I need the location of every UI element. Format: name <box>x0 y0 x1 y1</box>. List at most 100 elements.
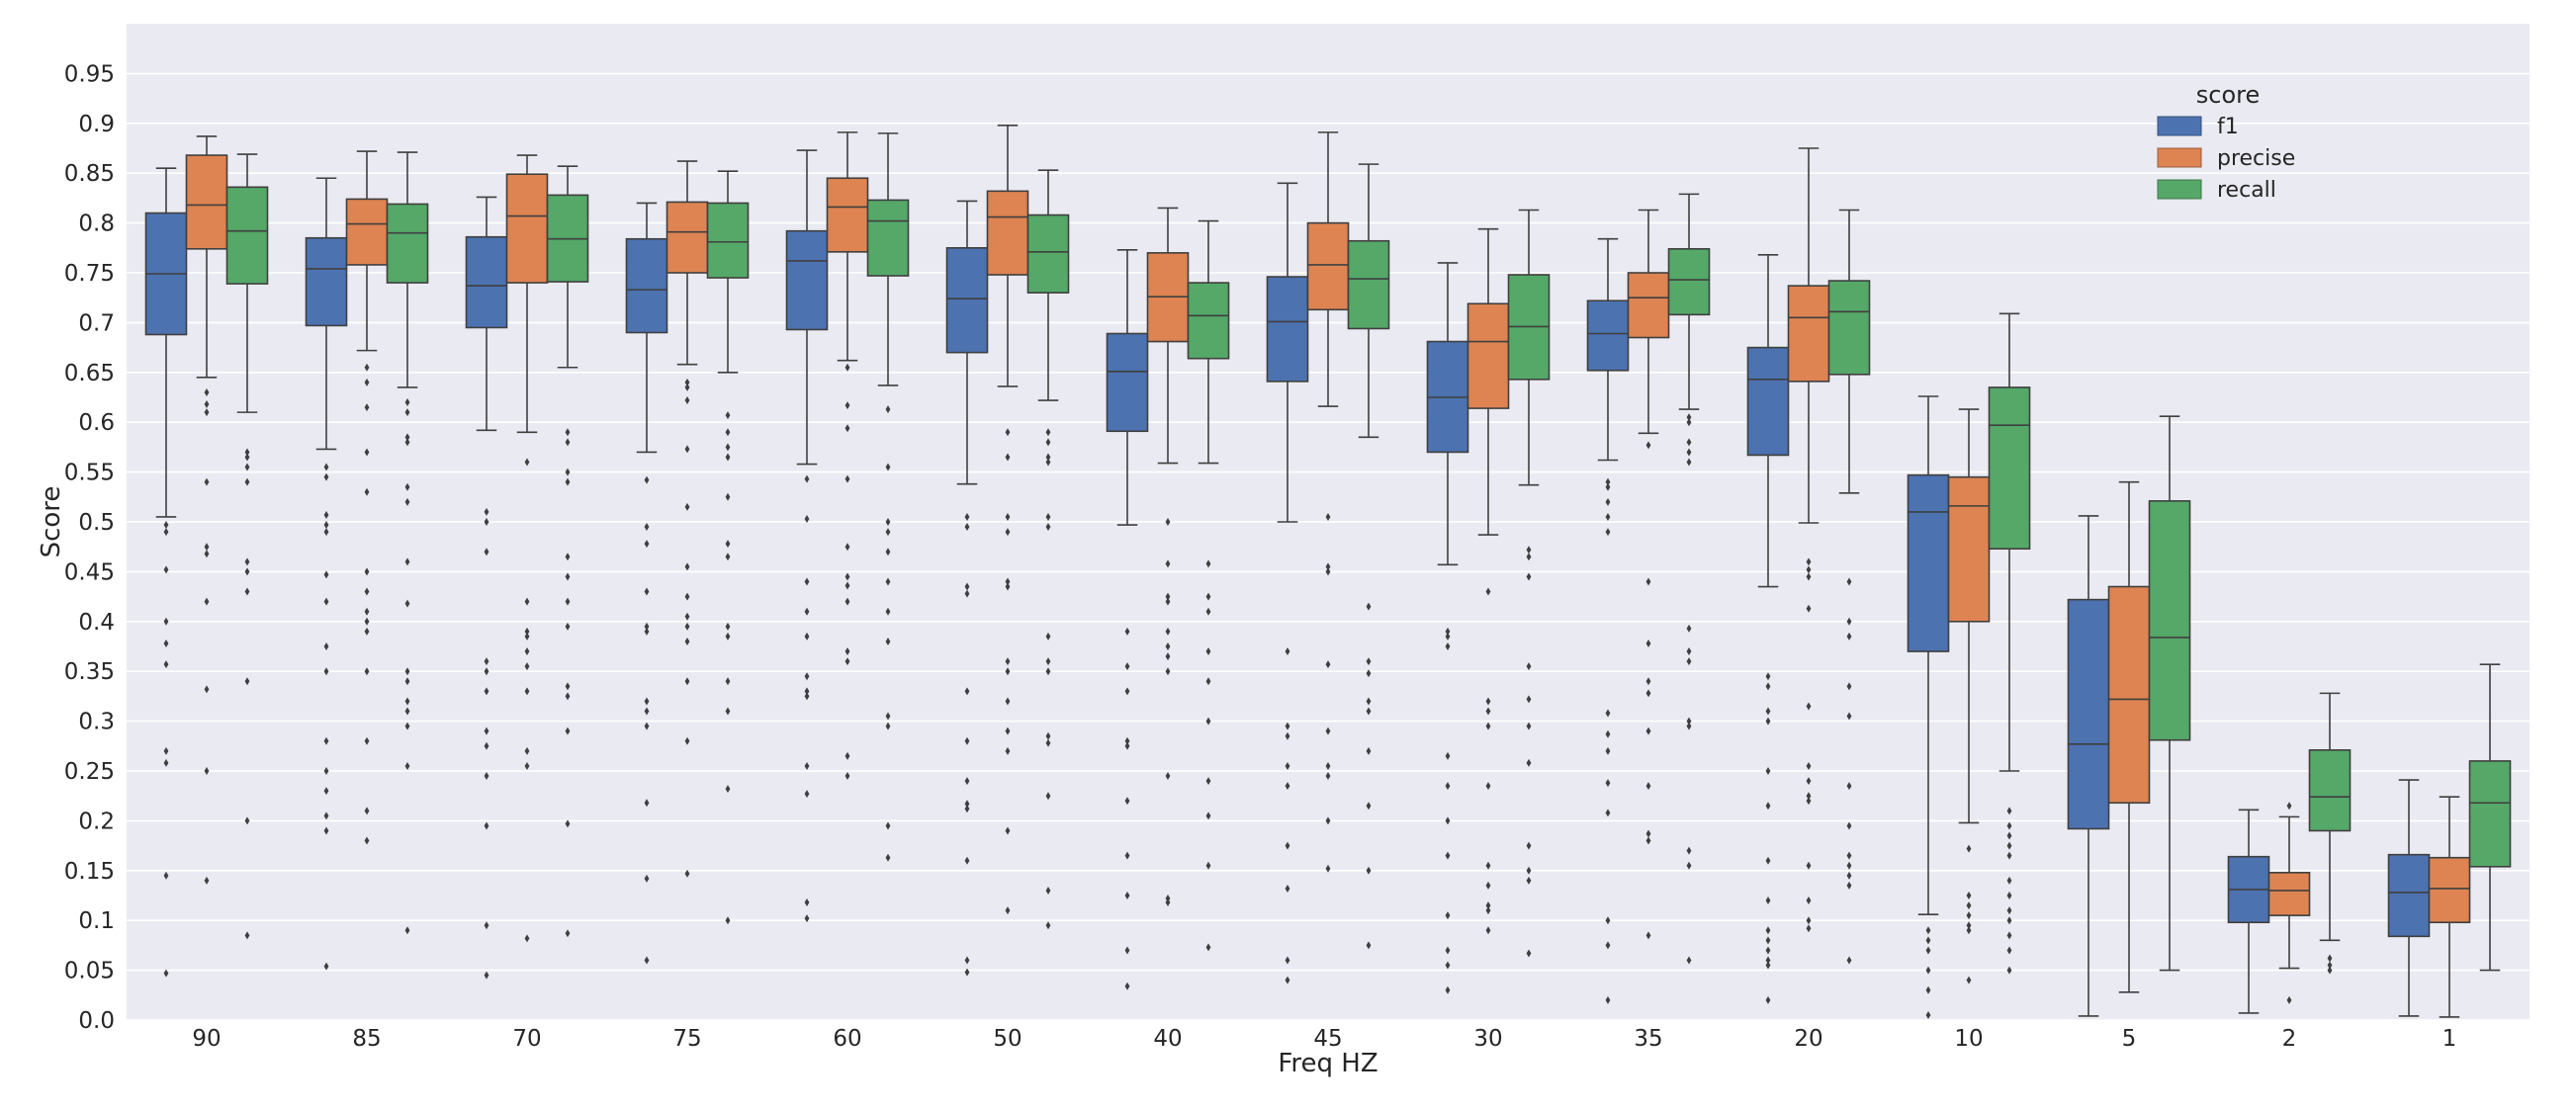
outlier-point <box>404 697 410 706</box>
x-tick-label: 2 <box>2282 1026 2297 1052</box>
outlier-point <box>323 597 329 606</box>
box-iqr <box>706 202 750 279</box>
outlier-point <box>804 632 810 641</box>
outlier-point <box>1806 792 1812 801</box>
outlier-point <box>1765 767 1771 775</box>
outlier-point <box>364 363 370 372</box>
box-iqr <box>785 229 829 331</box>
outlier-point <box>484 726 489 735</box>
outlier-point <box>885 405 891 414</box>
outlier-point <box>323 787 329 796</box>
box-f1-35 <box>1586 237 1630 1004</box>
outlier-point <box>364 567 370 576</box>
legend-swatch-recall <box>2157 179 2202 200</box>
outlier-point <box>1485 901 1491 910</box>
box-iqr <box>1787 285 1830 383</box>
outlier-point <box>524 597 530 606</box>
outlier-point <box>885 722 891 730</box>
outlier-point <box>1485 587 1491 596</box>
outlier-point <box>684 383 690 391</box>
box-precise-45 <box>1306 131 1350 873</box>
outlier-point <box>1045 667 1051 676</box>
box-iqr <box>1988 386 2031 551</box>
outlier-point <box>725 492 731 501</box>
outlier-point <box>885 548 891 556</box>
box-precise-50 <box>986 125 1029 915</box>
x-tick-label: 60 <box>833 1026 861 1052</box>
x-tick-label: 50 <box>993 1026 1022 1052</box>
outlier-point <box>725 707 731 716</box>
outlier-point <box>1686 846 1692 855</box>
outlier-point <box>364 667 370 676</box>
outlier-point <box>964 512 970 521</box>
outlier-point <box>2006 892 2012 899</box>
outlier-point <box>1925 946 1931 955</box>
outlier-point <box>2006 946 2012 955</box>
outlier-point <box>1846 861 1852 870</box>
outlier-point <box>1325 562 1331 571</box>
outlier-point <box>1765 946 1771 955</box>
outlier-point <box>1165 559 1171 568</box>
legend-swatch-precise <box>2157 147 2202 168</box>
outlier-point <box>1645 931 1651 940</box>
outlier-point <box>163 617 169 626</box>
y-tick-label: 0.95 <box>64 61 115 87</box>
outlier-point <box>565 477 571 486</box>
box-iqr <box>1266 276 1309 383</box>
outlier-point <box>484 507 489 516</box>
outlier-point <box>1045 428 1051 437</box>
outlier-point <box>1366 746 1372 755</box>
y-tick-label: 0.8 <box>78 212 115 237</box>
box-iqr <box>2067 598 2110 830</box>
outlier-point <box>1806 702 1812 711</box>
outlier-point <box>1445 961 1451 970</box>
outlier-point <box>1285 722 1290 730</box>
box-iqr <box>1026 214 1070 294</box>
outlier-point <box>1285 884 1290 893</box>
outlier-point <box>1045 438 1051 447</box>
outlier-point <box>725 553 731 561</box>
box-iqr <box>1667 248 1711 316</box>
outlier-point <box>1005 582 1011 591</box>
outlier-point <box>1445 782 1451 791</box>
outlier-point <box>1925 936 1931 945</box>
outlier-point <box>1686 861 1692 870</box>
legend: score f1 precise recall <box>2157 81 2295 203</box>
outlier-point <box>404 438 410 447</box>
outlier-point <box>1605 497 1611 506</box>
outlier-point <box>1485 881 1491 890</box>
outlier-point <box>725 540 731 549</box>
y-tick-label: 0.9 <box>78 112 115 137</box>
outlier-point <box>1806 557 1812 566</box>
y-tick-label: 0.1 <box>78 908 115 934</box>
outlier-point <box>1445 627 1451 636</box>
outlier-point <box>1325 726 1331 735</box>
box-f1-60 <box>785 149 829 923</box>
outlier-point <box>404 707 410 716</box>
outlier-point <box>644 956 650 965</box>
outlier-point <box>1165 667 1171 676</box>
outlier-point <box>964 956 970 965</box>
outlier-point <box>804 687 810 696</box>
outlier-point <box>804 790 810 799</box>
outlier-point <box>964 968 970 977</box>
outlier-point <box>565 597 571 606</box>
outlier-point <box>1806 777 1812 786</box>
box-precise-1 <box>2428 796 2471 1018</box>
legend-label-f1: f1 <box>2217 115 2239 139</box>
outlier-point <box>684 677 690 686</box>
y-axis-label: Score <box>37 486 66 558</box>
outlier-point <box>1165 652 1171 661</box>
outlier-point <box>323 521 329 530</box>
box-series-layer <box>144 125 2512 1019</box>
outlier-point <box>2327 954 2333 963</box>
outlier-point <box>885 528 891 537</box>
outlier-point <box>1205 861 1211 870</box>
outlier-point <box>1165 592 1171 601</box>
outlier-point <box>484 971 489 980</box>
outlier-point <box>885 607 891 616</box>
box-iqr <box>225 186 269 285</box>
outlier-point <box>885 853 891 862</box>
box-f1-85 <box>305 177 348 971</box>
